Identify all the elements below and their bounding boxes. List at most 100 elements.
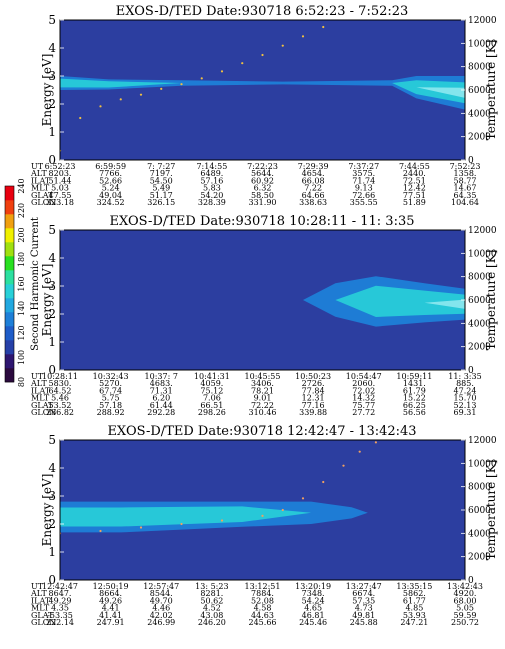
- temperature-point: [220, 70, 224, 73]
- table-cell: 13:35:15: [396, 582, 432, 591]
- colorbar-tick-label: 240: [17, 178, 26, 193]
- table-cell: 66.08: [302, 176, 325, 185]
- colorbar-tick-label: 120: [17, 325, 26, 340]
- y-right-tick-label: 0: [468, 366, 474, 376]
- y-axis-label-right: Temperature [K]: [484, 460, 498, 561]
- table-cell: 246.20: [198, 618, 226, 627]
- y-right-tick-label: 4000: [468, 109, 491, 119]
- table-cell: 2440.: [403, 169, 426, 178]
- table-cell: 10:32:43: [93, 372, 129, 381]
- table-cell: 8203.: [49, 169, 72, 178]
- table-cell: 12:57:47: [143, 582, 179, 591]
- temperature-point: [322, 25, 325, 29]
- table-cell: 51.44: [49, 176, 72, 185]
- table-cell: 68.00: [454, 596, 477, 605]
- colorbar: 80 100 120 140 160 180 200 220 240 Second Harmon…: [4, 178, 41, 387]
- y-right-tick-label: 10000: [468, 39, 497, 49]
- table-cell: 298.26: [198, 408, 226, 417]
- table-cell: 2060.: [352, 379, 375, 388]
- table-cell: 7: 7:27: [147, 162, 175, 171]
- table-cell: 72.02: [352, 386, 375, 395]
- table-cell: 288.92: [97, 408, 125, 417]
- y-right-tick-label: 6000: [468, 86, 491, 96]
- y-right-tick-label: 8000: [468, 483, 491, 493]
- table-cell: 53.52: [49, 401, 72, 410]
- table-cell: 10:50:23: [295, 372, 331, 381]
- table-row-label: GLON: [31, 618, 56, 627]
- temperature-point: [261, 514, 264, 517]
- table-row-label: UT: [31, 372, 44, 381]
- table-cell: 71.31: [150, 386, 173, 395]
- table-cell: 324.52: [97, 198, 125, 207]
- table-row-label: ILAT: [31, 176, 51, 185]
- table-cell: 58.77: [454, 176, 477, 185]
- y-tick-label: 1: [48, 125, 56, 139]
- table-cell: 27.72: [352, 408, 375, 417]
- table-cell: 13:27:47: [346, 582, 382, 591]
- y-axis-label: Energy [eV]: [40, 264, 54, 337]
- y-tick-label: 2: [48, 307, 56, 321]
- table-cell: 7197.: [150, 169, 173, 178]
- colorbar-tick-label: 160: [17, 276, 26, 291]
- temperature-point: [261, 53, 264, 57]
- table-cell: 4.65: [304, 604, 322, 613]
- y-right-tick-label: 10000: [468, 459, 497, 469]
- table-row-label: MLT: [31, 394, 50, 403]
- table-cell: 5.49: [152, 184, 170, 193]
- table-cell: 247.91: [97, 618, 125, 627]
- table-cell: 13:12:51: [245, 582, 281, 591]
- table-cell: 245.46: [299, 618, 327, 627]
- y-tick-label: 3: [48, 279, 56, 293]
- table-cell: 77.84: [302, 386, 325, 395]
- energy-band-level-1: [60, 276, 465, 327]
- table-cell: 60.92: [251, 176, 274, 185]
- table-row-label: ALT: [30, 169, 47, 178]
- temperature-point: [160, 87, 163, 90]
- table-cell: 328.39: [198, 198, 226, 207]
- table-cell: 4.35: [51, 604, 69, 613]
- table-cell: 64.66: [302, 191, 325, 200]
- y-axis-label: Energy [eV]: [40, 54, 54, 127]
- table-cell: 54.20: [200, 191, 223, 200]
- temperature-point: [322, 480, 325, 484]
- table-cell: 9.13: [355, 184, 373, 193]
- table-cell: 14.67: [454, 184, 477, 193]
- temperature-point: [99, 529, 102, 533]
- table-cell: 3575.: [352, 169, 375, 178]
- table-cell: 4.41: [102, 604, 120, 613]
- table-cell: 4654.: [302, 169, 325, 178]
- table-cell: 7766.: [99, 169, 122, 178]
- colorbar-label: Second Harmonic Current: [30, 217, 41, 351]
- colorbar-tick-label: 140: [17, 301, 26, 316]
- temperature-point: [301, 497, 305, 500]
- y-tick-label: 4: [48, 41, 56, 55]
- temperature-point: [180, 83, 183, 86]
- table-cell: 71.74: [352, 176, 375, 185]
- table-cell: 5830.: [49, 379, 72, 388]
- energy-band-level-2: [60, 78, 465, 104]
- table-cell: 339.88: [299, 408, 327, 417]
- table-cell: 222.14: [46, 618, 74, 627]
- table-cell: 6489.: [200, 169, 223, 178]
- table-cell: 58.50: [251, 191, 274, 200]
- table-cell: 286.82: [46, 408, 74, 417]
- y-right-tick-label: 12000: [468, 436, 497, 446]
- temperature-point: [79, 116, 82, 120]
- y-right-tick-label: 0: [468, 156, 474, 166]
- table-cell: 4.73: [355, 604, 373, 613]
- table-row-label: GLAT: [31, 191, 54, 200]
- y-right-tick-label: 8000: [468, 273, 491, 283]
- y-tick-label: 0: [48, 153, 56, 167]
- table-cell: 5862.: [403, 589, 426, 598]
- y-tick-label: 5: [48, 223, 56, 237]
- colorbar-tick-label: 200: [17, 227, 26, 242]
- table-cell: 57.35: [352, 596, 375, 605]
- table-cell: 247.21: [400, 618, 428, 627]
- table-cell: 77.51: [403, 191, 426, 200]
- table-cell: 77.16: [302, 401, 325, 410]
- table-cell: 6:59:59: [95, 162, 126, 171]
- y-right-tick-label: 12000: [468, 226, 497, 236]
- table-cell: 64.52: [49, 386, 72, 395]
- table-cell: 3406.: [251, 379, 274, 388]
- table-cell: 9.01: [254, 394, 272, 403]
